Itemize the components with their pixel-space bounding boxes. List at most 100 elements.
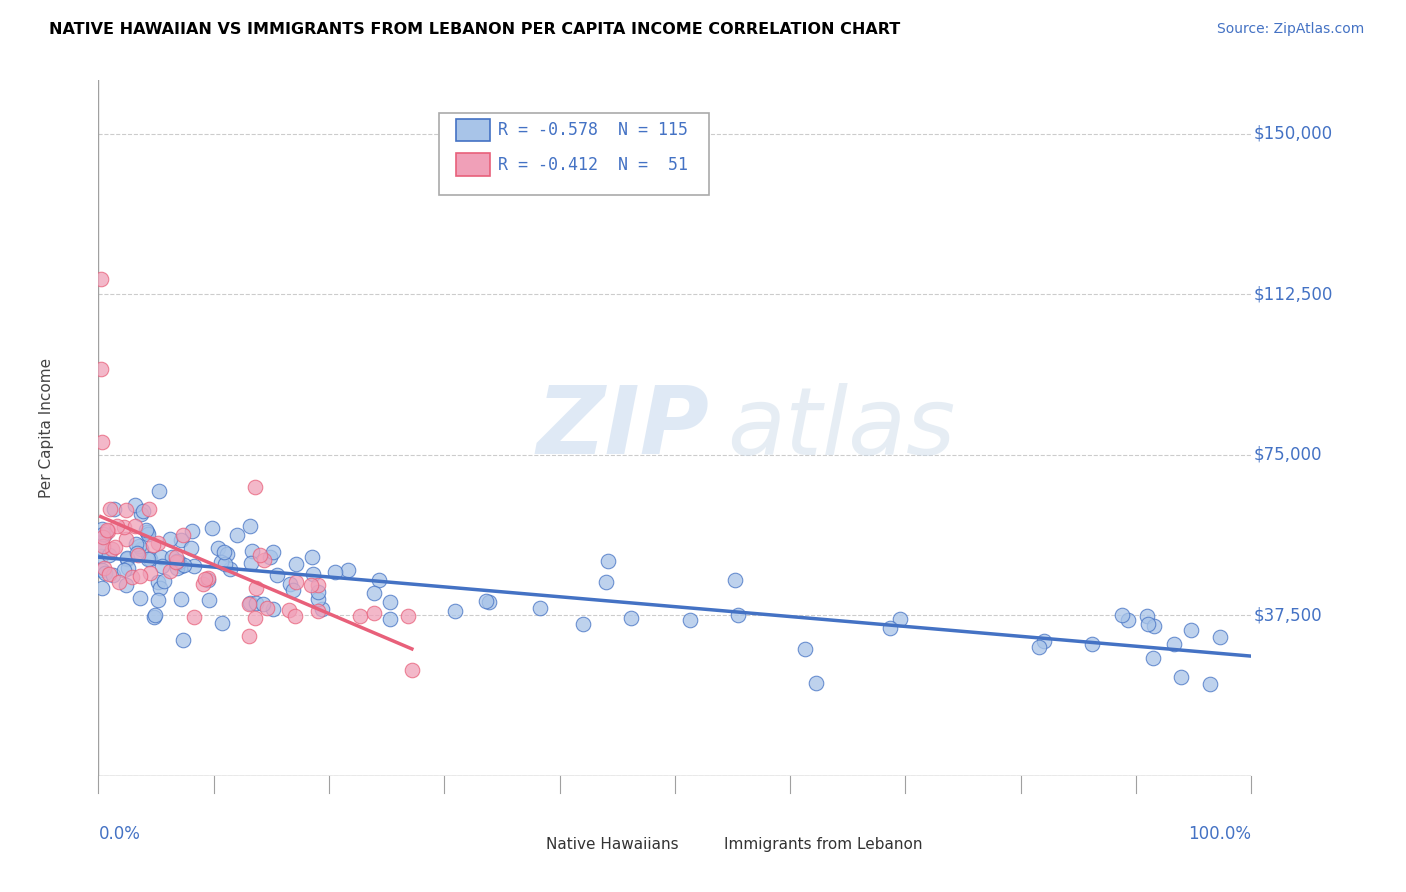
Point — [98, 502, 121, 516]
Text: NATIVE HAWAIIAN VS IMMIGRANTS FROM LEBANON PER CAPITA INCOME CORRELATION CHART: NATIVE HAWAIIAN VS IMMIGRANTS FROM LEBAN… — [49, 22, 900, 37]
Point — [285, 557, 308, 571]
Point — [311, 601, 333, 615]
Text: R = -0.578  N = 115: R = -0.578 N = 115 — [499, 121, 689, 139]
Point — [153, 574, 176, 589]
Point — [596, 554, 619, 568]
Point — [620, 611, 643, 625]
Point — [679, 613, 702, 627]
Point — [129, 591, 152, 605]
Point — [444, 604, 467, 618]
Point — [806, 676, 828, 690]
Text: $75,000: $75,000 — [1254, 446, 1322, 464]
Point — [262, 544, 284, 558]
Point — [1032, 634, 1054, 648]
Point — [90, 541, 112, 555]
Point — [301, 549, 323, 564]
Point — [129, 507, 152, 521]
Point — [475, 594, 498, 608]
Text: $150,000: $150,000 — [1254, 125, 1333, 143]
Text: Native Hawaiians: Native Hawaiians — [546, 837, 678, 852]
Point — [209, 555, 232, 569]
Point — [245, 582, 267, 596]
Point — [112, 563, 135, 577]
Point — [165, 555, 187, 569]
Point — [252, 597, 274, 611]
Point — [183, 609, 205, 624]
Bar — [456, 119, 491, 141]
Point — [169, 555, 191, 569]
Point — [172, 528, 194, 542]
Bar — [456, 153, 491, 176]
Point — [149, 549, 172, 564]
Point — [307, 604, 329, 618]
Point — [135, 523, 157, 537]
Point — [793, 641, 815, 656]
Point — [572, 616, 595, 631]
Point — [212, 545, 235, 559]
Point — [90, 362, 112, 376]
Text: ZIP: ZIP — [537, 382, 710, 475]
Point — [100, 541, 122, 556]
Point — [129, 569, 152, 583]
Point — [166, 561, 188, 575]
Point — [142, 609, 165, 624]
Point — [214, 557, 236, 571]
Point — [160, 550, 183, 565]
Point — [125, 537, 148, 551]
Point — [256, 600, 278, 615]
Point — [1081, 637, 1104, 651]
Point — [98, 567, 121, 582]
Point — [218, 562, 240, 576]
Point — [91, 522, 114, 536]
Point — [337, 563, 360, 577]
Point — [1116, 613, 1139, 627]
Point — [259, 549, 281, 564]
Point — [201, 521, 224, 535]
Point — [363, 606, 385, 620]
Point — [180, 541, 202, 555]
Point — [478, 595, 501, 609]
Point — [98, 548, 121, 562]
Point — [132, 504, 155, 518]
Point — [307, 585, 329, 599]
Point — [103, 567, 125, 582]
Point — [138, 502, 160, 516]
Point — [146, 593, 169, 607]
Point — [1199, 676, 1222, 690]
Point — [1163, 637, 1185, 651]
Point — [301, 567, 323, 582]
Point — [148, 483, 170, 498]
Text: R = -0.412  N =  51: R = -0.412 N = 51 — [499, 156, 689, 174]
Point — [307, 591, 329, 606]
Point — [278, 577, 301, 591]
FancyBboxPatch shape — [439, 113, 710, 195]
Point — [253, 553, 276, 567]
Point — [285, 575, 308, 590]
Point — [239, 596, 262, 610]
Point — [150, 558, 173, 573]
Point — [281, 582, 304, 597]
Point — [181, 524, 204, 538]
Point — [595, 575, 617, 590]
Point — [245, 596, 267, 610]
Text: 100.0%: 100.0% — [1188, 825, 1251, 843]
Text: Source: ZipAtlas.com: Source: ZipAtlas.com — [1216, 22, 1364, 37]
Point — [91, 539, 114, 553]
Point — [183, 559, 205, 574]
Point — [323, 565, 346, 579]
Point — [1180, 624, 1202, 638]
Point — [262, 602, 284, 616]
Point — [215, 547, 238, 561]
Point — [90, 272, 112, 286]
Point — [149, 581, 172, 595]
Point — [136, 551, 159, 566]
Point — [114, 532, 136, 546]
Text: 0.0%: 0.0% — [98, 825, 141, 843]
Point — [170, 559, 193, 574]
Point — [367, 573, 389, 587]
Point — [727, 607, 749, 622]
Point — [240, 544, 263, 558]
Text: Immigrants from Lebanon: Immigrants from Lebanon — [724, 837, 922, 852]
Point — [127, 548, 149, 562]
Point — [173, 558, 195, 572]
